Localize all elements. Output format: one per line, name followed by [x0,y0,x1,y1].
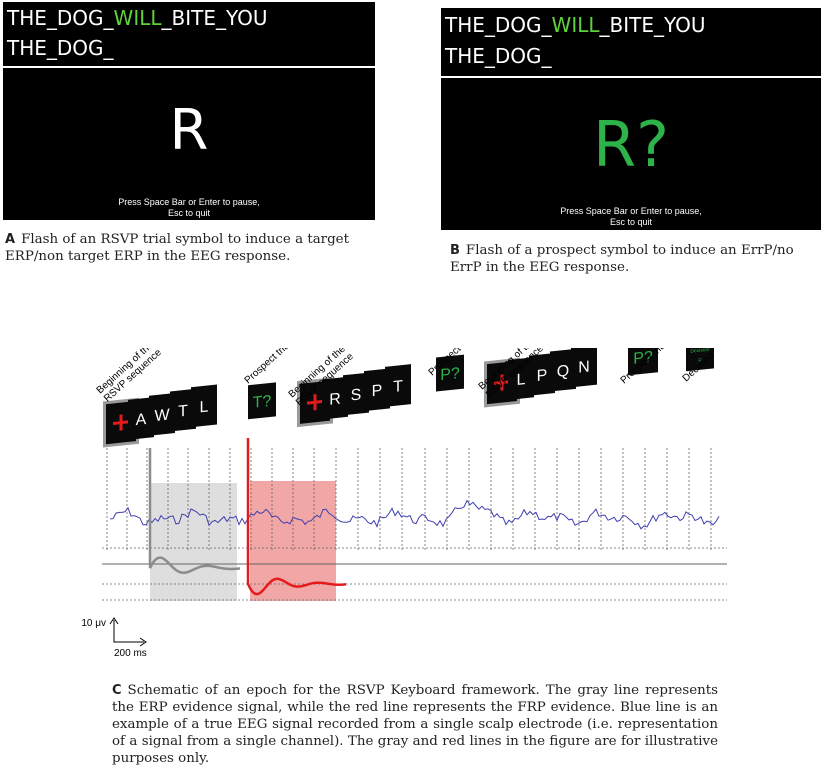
prospect-symbol: R? [593,108,669,181]
card [149,392,175,436]
pause-hint: Press Space Bar or Enter to pause, Esc to… [560,206,702,227]
card [191,384,217,428]
sequence-letter: T [178,402,188,421]
card [385,364,411,407]
prospect-card: T? [248,382,276,420]
sequence-letter: S [351,385,362,404]
frp-evidence [246,438,347,596]
sequence-letter: R [329,390,341,409]
sequence-letter: W [154,405,170,425]
rsvp-screen-a: THE_DOG_WILL_BITE_YOU THE_DOG_ R Press S… [3,2,375,220]
scale-voltage: 10 μv [81,618,106,629]
decision-text: P [698,358,702,364]
sequence-card: W [149,392,175,436]
target-sentence: THE_DOG_WILL_BITE_YOU [445,13,706,37]
sequence-card: Q [550,348,576,392]
sequence-letter: Q [557,362,569,381]
divider [3,66,375,68]
card [436,354,464,392]
sequence-letter: A [136,410,147,429]
sequence-card: L [191,384,217,428]
decision-card: Decision P [686,348,714,372]
typed-text: THE_DOG_ [7,36,114,60]
sequence-letter: P [537,366,548,385]
rsvp-screen-b: THE_DOG_WILL_BITE_YOU THE_DOG_ R? Press … [441,8,821,230]
prospect-card: P? [628,348,658,376]
card [508,357,534,400]
card [686,348,714,372]
card [170,388,196,432]
card [628,348,658,376]
fixation-cross [307,394,323,411]
sequence-card: T [170,388,196,432]
erp-evidence [148,448,241,575]
label-line: Prospect trial [243,348,294,386]
scale-bar [113,620,144,643]
eeg-signal [109,499,720,530]
erp-window [150,483,237,601]
card [550,348,576,392]
prospect-symbol: P? [633,348,653,368]
target-word: WILL [551,13,600,37]
sequence-card: P [529,353,555,396]
card [248,382,276,420]
card [529,353,555,396]
card [343,372,369,416]
prospect-symbol: P? [440,364,460,384]
sequence-letter: L [200,397,209,416]
typed-text: THE_DOG_ [445,44,552,68]
sequence-card: N [571,348,597,388]
card [128,397,154,440]
fixation-cross [113,414,129,431]
label-prospect: Prospect trial [243,348,294,386]
sequence-card: S [343,372,369,416]
sequence-letter: N [578,357,590,376]
decision-text: Decision [690,348,709,355]
card [322,376,348,420]
flashed-symbol: R [169,98,209,163]
prospect-card: P? [436,354,464,392]
pause-hint: Press Space Bar or Enter to pause, Esc to… [118,197,260,218]
prospect-symbol: T? [253,392,272,412]
scale-arrows [109,617,147,647]
caption-c: C Schematic of an epoch for the RSVP Keyb… [112,683,718,766]
sequence-card: T [385,364,411,407]
sequence-card: A [128,397,154,440]
sequence-letter: P [372,381,383,400]
divider [441,76,821,78]
card [571,348,597,388]
target-word: WILL [113,6,162,30]
fixation-cross [494,374,510,391]
sequence-card: P [364,368,390,412]
caption-b: B Flash of a prospect symbol to induce an… [450,243,794,275]
scale-time: 200 ms [114,648,147,659]
sequence-letter: L [517,370,526,389]
target-sentence: THE_DOG_WILL_BITE_YOU [7,6,268,30]
sequence-card: L [508,357,534,400]
card [364,368,390,412]
sequence-letter: T [393,377,403,396]
caption-a: A Flash of an RSVP trial symbol to induce… [5,232,349,264]
sequence-card: R [322,376,348,420]
